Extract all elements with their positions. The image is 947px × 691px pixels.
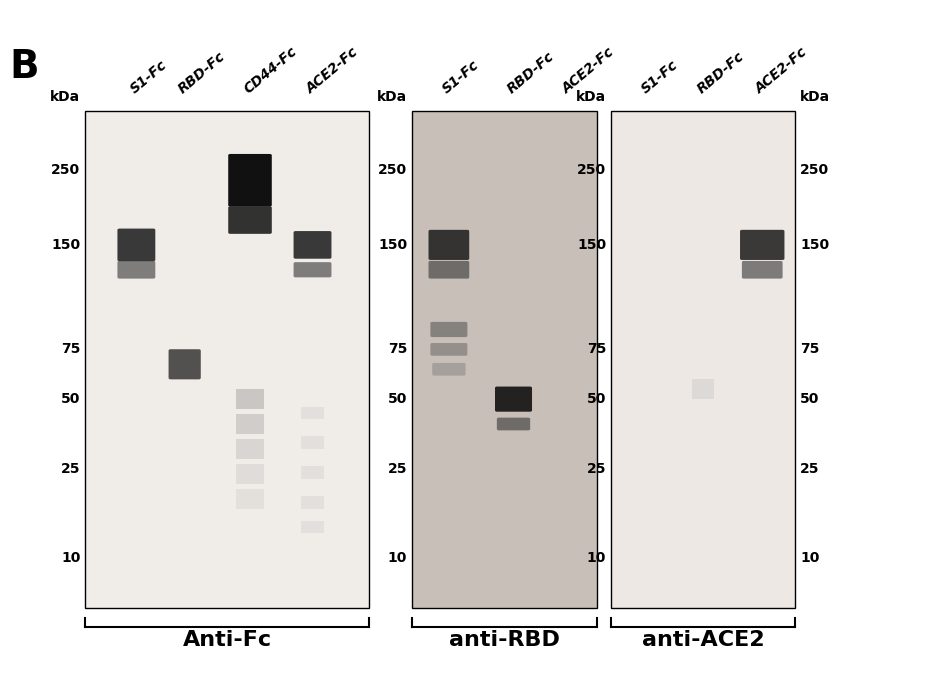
Text: 25: 25 xyxy=(800,462,820,476)
FancyBboxPatch shape xyxy=(497,417,530,430)
Text: kDa: kDa xyxy=(800,90,831,104)
Text: 75: 75 xyxy=(388,342,407,357)
Text: 10: 10 xyxy=(587,551,606,565)
Text: kDa: kDa xyxy=(50,90,80,104)
Text: 10: 10 xyxy=(388,551,407,565)
FancyBboxPatch shape xyxy=(236,439,264,459)
FancyBboxPatch shape xyxy=(430,343,468,356)
FancyBboxPatch shape xyxy=(301,406,324,419)
FancyBboxPatch shape xyxy=(692,379,714,399)
Text: 150: 150 xyxy=(577,238,606,252)
Text: Anti-Fc: Anti-Fc xyxy=(183,630,272,650)
FancyBboxPatch shape xyxy=(428,230,469,260)
Text: 25: 25 xyxy=(586,462,606,476)
Text: RBD-Fc: RBD-Fc xyxy=(694,50,746,97)
FancyBboxPatch shape xyxy=(117,261,155,278)
Text: 75: 75 xyxy=(800,342,819,357)
Text: RBD-Fc: RBD-Fc xyxy=(505,50,557,97)
FancyBboxPatch shape xyxy=(117,229,155,261)
FancyBboxPatch shape xyxy=(740,230,784,260)
FancyBboxPatch shape xyxy=(169,349,201,379)
FancyBboxPatch shape xyxy=(85,111,369,608)
FancyBboxPatch shape xyxy=(611,111,795,608)
Text: 50: 50 xyxy=(587,392,606,406)
Text: S1-Fc: S1-Fc xyxy=(638,58,681,97)
FancyBboxPatch shape xyxy=(236,414,264,434)
Text: kDa: kDa xyxy=(576,90,606,104)
Text: 75: 75 xyxy=(62,342,80,357)
Text: 50: 50 xyxy=(800,392,819,406)
Text: 250: 250 xyxy=(378,163,407,178)
Text: 25: 25 xyxy=(61,462,80,476)
Text: 75: 75 xyxy=(587,342,606,357)
FancyBboxPatch shape xyxy=(301,521,324,533)
Text: 150: 150 xyxy=(378,238,407,252)
FancyBboxPatch shape xyxy=(236,389,264,409)
FancyBboxPatch shape xyxy=(495,386,532,412)
FancyBboxPatch shape xyxy=(301,496,324,509)
Text: B: B xyxy=(9,48,39,86)
Text: 10: 10 xyxy=(800,551,819,565)
FancyBboxPatch shape xyxy=(301,466,324,479)
Text: 250: 250 xyxy=(577,163,606,178)
Text: CD44-Fc: CD44-Fc xyxy=(241,45,299,97)
Text: 25: 25 xyxy=(387,462,407,476)
FancyBboxPatch shape xyxy=(742,261,782,278)
Text: 150: 150 xyxy=(800,238,830,252)
FancyBboxPatch shape xyxy=(430,322,468,337)
Text: 10: 10 xyxy=(62,551,80,565)
Text: S1-Fc: S1-Fc xyxy=(439,58,482,97)
FancyBboxPatch shape xyxy=(432,363,466,376)
Text: S1-Fc: S1-Fc xyxy=(127,58,170,97)
Text: ACE2-Fc: ACE2-Fc xyxy=(560,46,617,97)
Text: kDa: kDa xyxy=(377,90,407,104)
Text: 50: 50 xyxy=(62,392,80,406)
Text: 150: 150 xyxy=(51,238,80,252)
FancyBboxPatch shape xyxy=(236,489,264,509)
Text: ACE2-Fc: ACE2-Fc xyxy=(303,46,361,97)
FancyBboxPatch shape xyxy=(294,231,331,258)
Text: ACE2-Fc: ACE2-Fc xyxy=(753,46,811,97)
FancyBboxPatch shape xyxy=(428,261,469,278)
Text: anti-ACE2: anti-ACE2 xyxy=(642,630,764,650)
FancyBboxPatch shape xyxy=(412,111,597,608)
FancyBboxPatch shape xyxy=(301,437,324,449)
FancyBboxPatch shape xyxy=(228,206,272,234)
FancyBboxPatch shape xyxy=(236,464,264,484)
Text: 50: 50 xyxy=(388,392,407,406)
Text: RBD-Fc: RBD-Fc xyxy=(175,50,228,97)
Text: anti-RBD: anti-RBD xyxy=(449,630,560,650)
Text: 250: 250 xyxy=(51,163,80,178)
FancyBboxPatch shape xyxy=(228,154,272,207)
FancyBboxPatch shape xyxy=(294,262,331,277)
Text: 250: 250 xyxy=(800,163,830,178)
